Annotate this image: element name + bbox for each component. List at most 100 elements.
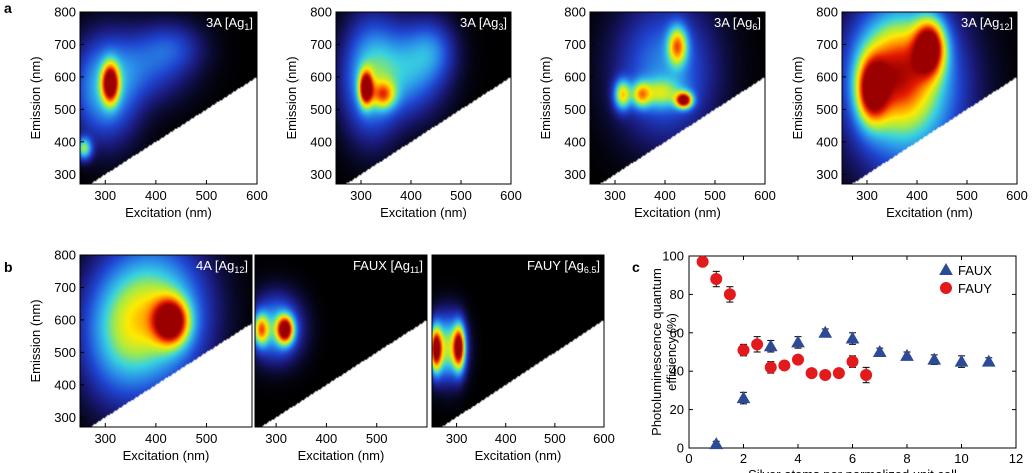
panel-title: 3A [Ag1] <box>206 15 253 32</box>
title-subscript: 1 <box>244 22 249 32</box>
panel-label-a: a <box>4 0 12 16</box>
data-point-faux <box>900 348 914 361</box>
y-tick-label: 600 <box>54 69 76 84</box>
x-tick-label: 600 <box>500 188 522 203</box>
data-point-faux <box>736 391 751 404</box>
plot-frame <box>589 11 766 185</box>
panel-title: 3A [Ag3] <box>460 15 507 32</box>
y-tick-label: 500 <box>310 102 332 117</box>
x-axis-label: Silver atoms per normalized unit cell <box>748 467 957 473</box>
panel-title: FAUY [Ag6.5] <box>527 258 600 275</box>
y-tick-label: 500 <box>564 102 586 117</box>
title-text: FAUX [Ag <box>353 258 410 273</box>
data-point-fauy <box>860 369 873 382</box>
data-point-fauy <box>723 288 736 301</box>
heatmap-7: 300 400 500 600 Excitation (nm) FAUY [Ag6.5] <box>431 254 615 463</box>
x-axis-label: Excitation (nm) <box>298 448 385 463</box>
x-tick-label: 500 <box>956 188 978 203</box>
y-tick-label: 300 <box>816 167 838 182</box>
x-tick-label: 600 <box>593 431 615 446</box>
heatmap-1: 300 400 500 600 300 400 500 600 700 800 Excitation… <box>28 5 268 221</box>
x-tick-label: 400 <box>654 188 676 203</box>
y-tick-label: 400 <box>310 134 332 149</box>
panel-title: 3A [Ag12] <box>961 15 1013 32</box>
x-axis-label: Excitation (nm) <box>123 448 210 463</box>
heatmap-image <box>432 255 604 427</box>
y-tick-label: 800 <box>54 5 76 20</box>
y-axis-label: Emission (nm) <box>790 56 805 139</box>
title-close: ] <box>1009 15 1013 30</box>
data-point-faux <box>872 344 887 357</box>
y-tick-label: 600 <box>54 312 76 327</box>
y-tick-label: 80 <box>670 287 684 302</box>
y-axis-label-line: efficiency (%) <box>664 313 679 391</box>
legend-label-fauy: FAUY <box>958 281 992 296</box>
y-tick-label: 500 <box>54 102 76 117</box>
title-text: 3A [Ag <box>460 15 498 30</box>
title-subscript: 12 <box>234 265 244 275</box>
y-tick-label: 0 <box>677 441 684 456</box>
y-tick-label: 800 <box>816 5 838 20</box>
x-tick-label: 400 <box>495 431 517 446</box>
data-point-fauy <box>832 367 845 380</box>
y-tick-label: 300 <box>310 167 332 182</box>
x-tick-label: 8 <box>903 451 910 466</box>
legend: FAUX FAUY <box>939 262 992 296</box>
panel-labels: a b c <box>4 0 640 275</box>
y-axis-label-line: Photoluminescence quantum <box>649 268 664 436</box>
heatmap-image <box>590 12 765 184</box>
y-tick-label: 400 <box>816 134 838 149</box>
title-close: ] <box>244 258 248 273</box>
title-text: 3A [Ag <box>961 15 999 30</box>
y-tick-label: 300 <box>564 167 586 182</box>
plot-frame <box>335 11 512 185</box>
x-tick-label: 300 <box>604 188 626 203</box>
heatmap-image <box>80 12 257 184</box>
x-tick-label: 400 <box>145 188 167 203</box>
data-point-fauy <box>778 359 791 372</box>
y-axis-label: Emission (nm) <box>284 56 299 139</box>
y-tick-label: 100 <box>662 249 684 264</box>
legend-label-faux: FAUX <box>958 263 992 278</box>
x-tick-label: 2 <box>740 451 747 466</box>
data-point-fauy <box>819 369 832 382</box>
data-point-faux <box>981 354 996 367</box>
x-tick-label: 12 <box>1009 451 1023 466</box>
x-tick-label: 400 <box>145 431 167 446</box>
y-tick-label: 60 <box>670 325 684 340</box>
panel-title: 3A [Ag6] <box>714 15 761 32</box>
x-tick-label: 400 <box>400 188 422 203</box>
x-axis-label: Excitation (nm) <box>380 205 467 220</box>
y-tick-label: 400 <box>564 134 586 149</box>
heatmap-3: 300 400 500 600 300 400 500 600 700 800 Excitation… <box>538 5 776 221</box>
y-tick-label: 700 <box>310 37 332 52</box>
x-tick-label: 400 <box>316 431 338 446</box>
data-point-fauy <box>696 255 709 268</box>
plot-frame <box>79 254 253 428</box>
y-tick-label: 40 <box>670 364 684 379</box>
series-fauy <box>696 255 873 384</box>
title-subscript: 12 <box>999 22 1009 32</box>
title-text: 3A [Ag <box>714 15 752 30</box>
y-tick-label: 600 <box>564 69 586 84</box>
x-tick-label: 600 <box>754 188 776 203</box>
title-close: ] <box>503 15 507 30</box>
x-tick-label: 300 <box>856 188 878 203</box>
plot-frame <box>254 254 428 428</box>
x-tick-label: 500 <box>196 188 218 203</box>
title-text: FAUY [Ag <box>527 258 584 273</box>
data-point-fauy <box>805 367 818 380</box>
panel-label-c: c <box>632 259 640 275</box>
x-tick-label: 300 <box>446 431 468 446</box>
data-point-fauy <box>764 361 777 374</box>
scatter-panel: 0 2 4 6 8 10 12 0 20 40 60 80 100 Silver atoms per no… <box>649 249 1023 473</box>
x-tick-label: 500 <box>544 431 566 446</box>
x-tick-label: 300 <box>94 431 116 446</box>
y-tick-label: 20 <box>670 402 684 417</box>
x-tick-label: 300 <box>265 431 287 446</box>
heatmap-4: 300 400 500 600 300 400 500 600 700 800 Excitation… <box>790 5 1028 221</box>
heatmap-panels: 300 400 500 600300400500600700800Excitation… <box>28 5 1028 464</box>
series-faux <box>709 325 996 450</box>
heatmap-image <box>336 12 511 184</box>
